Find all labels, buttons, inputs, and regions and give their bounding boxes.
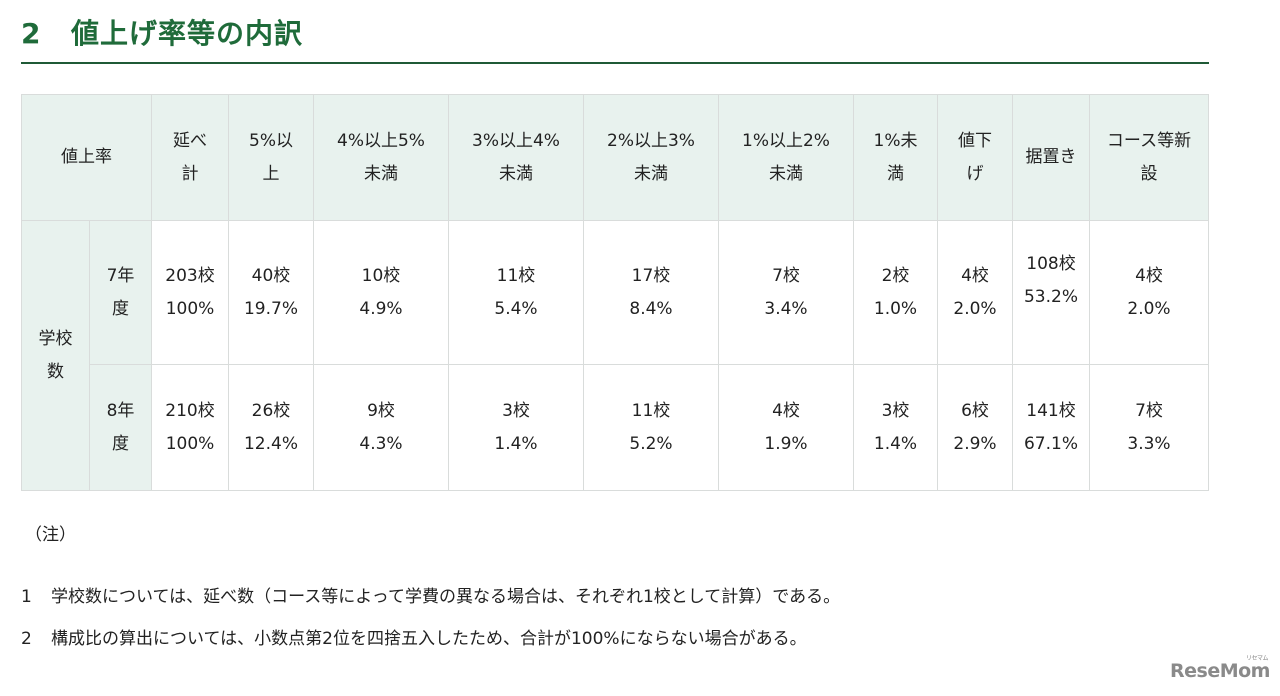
- data-cell: 6校 2.9%: [937, 364, 1013, 491]
- header-cell: 据置き: [1012, 94, 1090, 221]
- notes-heading: （注）: [25, 525, 76, 545]
- year-label: 7年度: [89, 220, 152, 365]
- header-cell: 2%以上3% 未満: [583, 94, 719, 221]
- data-cell: 108校 53.2%: [1012, 220, 1090, 365]
- header-row: 値上率 延べ計 5%以上 4%以上5% 未満 3%以上4% 未満 2%以上3% 未満 …: [21, 94, 1209, 221]
- data-cell: 7校 3.3%: [1089, 364, 1209, 491]
- data-cell: 203校 100%: [151, 220, 229, 365]
- title-divider: [21, 62, 1209, 64]
- data-cell: 11校 5.2%: [583, 364, 719, 491]
- note-index: 2: [21, 629, 32, 649]
- data-cell: 2校 1.0%: [853, 220, 938, 365]
- header-cell: 値下げ: [937, 94, 1013, 221]
- row-group-label: 学校数: [21, 220, 90, 491]
- data-cell: 11校 5.4%: [448, 220, 584, 365]
- note-item: 2 構成比の算出については、小数点第2位を四捨五入したため、合計が100%にならな…: [21, 624, 807, 649]
- header-cell: 5%以上: [228, 94, 314, 221]
- header-cell: コース等新設: [1089, 94, 1209, 221]
- note-text: 構成比の算出については、小数点第2位を四捨五入したため、合計が100%にならない…: [51, 629, 807, 649]
- data-cell: 210校 100%: [151, 364, 229, 491]
- data-cell: 7校 3.4%: [718, 220, 854, 365]
- year-label: 8年度: [89, 364, 152, 491]
- data-cell: 40校 19.7%: [228, 220, 314, 365]
- data-cell: 4校 2.0%: [1089, 220, 1209, 365]
- header-corner-label: 値上率: [21, 94, 152, 221]
- data-cell: 4校 2.0%: [937, 220, 1013, 365]
- logo-kana: リセマム: [1245, 655, 1269, 662]
- section-title: 2 値上げ率等の内訳: [21, 12, 303, 52]
- note-index: 1: [21, 587, 32, 607]
- data-cell: 17校 8.4%: [583, 220, 719, 365]
- data-cell: 26校 12.4%: [228, 364, 314, 491]
- data-cell: 4校 1.9%: [718, 364, 854, 491]
- section-number: 2: [21, 17, 42, 50]
- header-cell: 1%以上2% 未満: [718, 94, 854, 221]
- header-cell: 3%以上4% 未満: [448, 94, 584, 221]
- header-cell: 延べ計: [151, 94, 229, 221]
- header-cell: 4%以上5% 未満: [313, 94, 449, 221]
- section-title-text: 値上げ率等の内訳: [71, 17, 304, 50]
- note-text: 学校数については、延べ数（コース等によって学費の異なる場合は、それぞれ1校として…: [51, 587, 841, 607]
- data-cell: 3校 1.4%: [853, 364, 938, 491]
- data-cell: 3校 1.4%: [448, 364, 584, 491]
- header-cell: 1%未満: [853, 94, 938, 221]
- table-row: 学校数 7年度 203校 100% 40校 19.7% 10校 4.9% 11校 5.4…: [21, 220, 1209, 491]
- resemom-logo: ReseMom リセマム: [1170, 655, 1270, 682]
- logo-brand: ReseMom: [1170, 660, 1270, 682]
- data-cell: 9校 4.3%: [313, 364, 449, 491]
- note-item: 1 学校数については、延べ数（コース等によって学費の異なる場合は、それぞれ1校とし…: [21, 582, 840, 607]
- table-row: 8年度 210校 100% 26校 12.4% 9校 4.3% 3校 1.4% 11校 5…: [22, 364, 1209, 491]
- data-cell: 10校 4.9%: [313, 220, 449, 365]
- rate-breakdown-table: 値上率 延べ計 5%以上 4%以上5% 未満 3%以上4% 未満 2%以上3% 未満 …: [21, 94, 1209, 491]
- data-cell: 141校 67.1%: [1012, 364, 1090, 491]
